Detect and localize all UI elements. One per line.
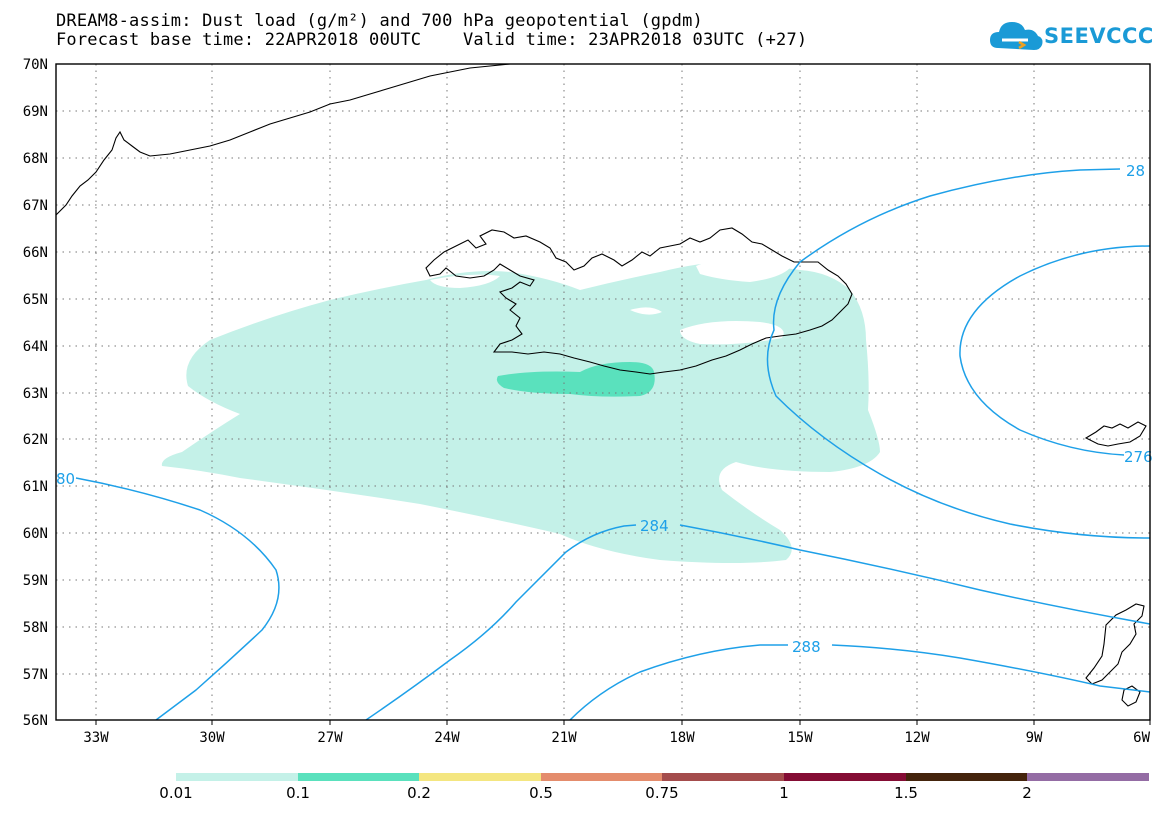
colorbar-segment: [906, 773, 1027, 781]
lat-label: 60N: [23, 526, 48, 542]
coast-iceland: [425, 227, 853, 375]
contour-280: [75, 477, 280, 721]
contour-284-north: [766, 261, 1151, 539]
coastlines: [55, 63, 1147, 707]
lon-label: 24W: [434, 730, 460, 746]
contour-label-284: 284: [640, 517, 669, 535]
colorbar-segment: [419, 773, 541, 781]
dust-area-medium: [496, 362, 655, 397]
coast-hebrides: [1121, 685, 1141, 707]
contour-label-28: 28: [1126, 162, 1145, 180]
lon-labels: 33W 30W 27W 24W 21W 18W 15W 12W 9W 6W: [83, 730, 1150, 746]
lat-label: 66N: [23, 245, 48, 261]
seevccc-logo: SEEVCCC: [988, 18, 1158, 58]
lon-label: 33W: [83, 730, 109, 746]
map-frame: [55, 63, 1151, 721]
contour-label-288: 288: [792, 638, 821, 656]
lon-label: 30W: [199, 730, 225, 746]
lat-label: 64N: [23, 339, 48, 355]
lat-label: 67N: [23, 198, 48, 214]
title-line-1: DREAM8-assim: Dust load (g/m²) and 700 h…: [56, 11, 703, 31]
contour-288: [569, 644, 1151, 721]
tick-marks: [95, 720, 1151, 725]
colorbar-label: 1.5: [894, 784, 918, 802]
logo-text: SEEVCCC: [1044, 24, 1154, 48]
colorbar-segment: [662, 773, 784, 781]
lat-label: 65N: [23, 292, 48, 308]
title-line-2: Forecast base time: 22APR2018 00UTC Vali…: [56, 30, 808, 50]
contour-label-80: 80: [56, 470, 75, 488]
lon-label: 18W: [669, 730, 695, 746]
lon-label: 9W: [1026, 730, 1043, 746]
colorbar-label: 0.5: [529, 784, 553, 802]
colorbar-label: 0.2: [407, 784, 431, 802]
contour-label-276: 276: [1124, 448, 1153, 466]
coast-greenland: [55, 63, 511, 216]
colorbar-label: 1: [779, 784, 789, 802]
colorbar-label: 2: [1022, 784, 1032, 802]
colorbar-label: 0.1: [286, 784, 310, 802]
lon-label: 27W: [317, 730, 343, 746]
lat-labels: 70N 69N 68N 67N 66N 65N 64N 63N 62N 61N …: [23, 57, 48, 729]
contour-284: [365, 524, 1151, 721]
colorbar-segment: [176, 773, 298, 781]
lon-label: 12W: [904, 730, 930, 746]
lat-label: 56N: [23, 713, 48, 729]
lon-label: 15W: [787, 730, 813, 746]
dust-gap-west: [430, 274, 500, 288]
graticule: [56, 64, 1150, 720]
colorbar-label: 0.75: [645, 784, 679, 802]
lat-label: 59N: [23, 573, 48, 589]
lat-label: 61N: [23, 479, 48, 495]
dust-gap-pocket: [630, 307, 662, 315]
dust-area-light: [161, 262, 881, 563]
dust-gap-interior: [680, 321, 784, 345]
lat-label: 69N: [23, 104, 48, 120]
lat-label: 68N: [23, 151, 48, 167]
colorbar-segment: [784, 773, 906, 781]
coast-faroe: [1084, 421, 1147, 447]
colorbar-label: 0.01: [159, 784, 193, 802]
colorbar-segment: [298, 773, 419, 781]
lon-label: 21W: [551, 730, 577, 746]
lat-label: 62N: [23, 432, 48, 448]
contour-276: [959, 245, 1151, 456]
colorbar-segment: [1027, 773, 1149, 781]
coast-scotland: [1085, 603, 1145, 685]
lat-label: 58N: [23, 620, 48, 636]
contour-288-north: [799, 168, 1121, 263]
dust-gap-north: [696, 257, 790, 282]
colorbar-segment: [541, 773, 662, 781]
lon-label: 6W: [1133, 730, 1150, 746]
lat-label: 57N: [23, 667, 48, 683]
cloud-icon: [990, 22, 1043, 50]
lat-label: 70N: [23, 57, 48, 73]
geopotential-contours: [75, 168, 1151, 721]
lat-label: 63N: [23, 386, 48, 402]
